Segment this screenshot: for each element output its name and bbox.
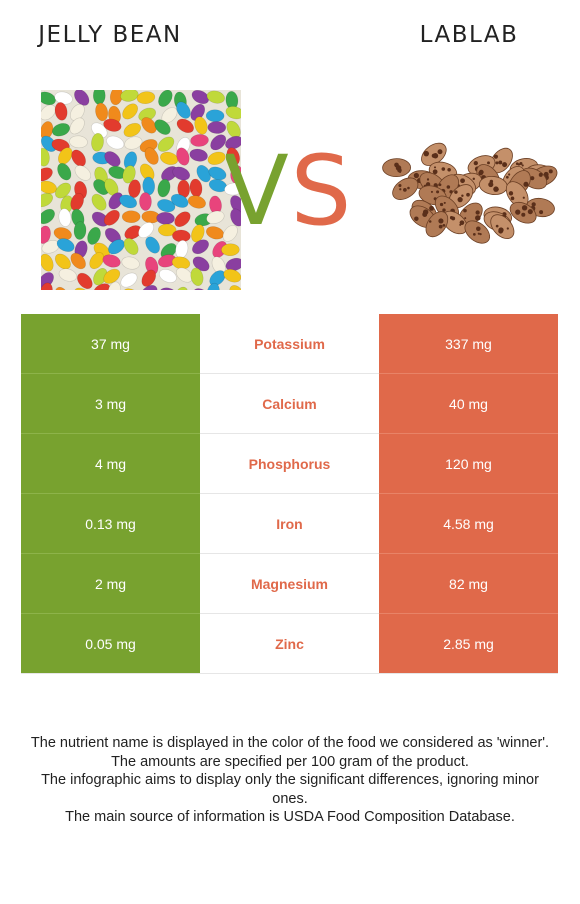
nutrient-name: Zinc xyxy=(200,613,379,674)
nutrient-row: 37 mg Potassium 337 mg xyxy=(21,314,558,374)
jelly-beans-image xyxy=(41,90,241,290)
left-value: 4 mg xyxy=(21,433,200,494)
left-value: 0.13 mg xyxy=(21,493,200,554)
nutrient-row: 3 mg Calcium 40 mg xyxy=(21,373,558,434)
footer-line: The nutrient name is displayed in the co… xyxy=(30,735,550,751)
vs-s: S xyxy=(291,136,352,236)
right-value: 337 mg xyxy=(379,314,558,374)
nutrient-name: Magnesium xyxy=(200,553,379,614)
right-value: 120 mg xyxy=(379,433,558,494)
right-value: 4.58 mg xyxy=(379,493,558,554)
nutrient-row: 0.05 mg Zinc 2.85 mg xyxy=(21,613,558,674)
nutrient-name: Phosphorus xyxy=(200,433,379,494)
right-value: 82 mg xyxy=(379,553,558,614)
footer-line: The infographic aims to display only the… xyxy=(41,772,539,807)
right-food-title: LABLAB xyxy=(419,22,519,48)
nutrient-row: 4 mg Phosphorus 120 mg xyxy=(21,433,558,494)
right-value: 40 mg xyxy=(379,373,558,434)
left-value: 3 mg xyxy=(21,373,200,434)
nutrient-row: 0.13 mg Iron 4.58 mg xyxy=(21,493,558,554)
left-value: 0.05 mg xyxy=(21,613,200,674)
footer-line: The amounts are specified per 100 gram o… xyxy=(111,753,469,770)
footer-notes: The nutrient name is displayed in the co… xyxy=(22,734,558,827)
right-value: 2.85 mg xyxy=(379,613,558,674)
vs-v: V xyxy=(226,136,289,236)
nutrient-table: 37 mg Potassium 337 mg 3 mg Calcium 40 mg 4 mg… xyxy=(21,314,558,674)
footer-line: The main source of information is USDA F… xyxy=(65,809,515,825)
left-food-title: JELLY BEAN xyxy=(38,22,182,48)
left-value: 37 mg xyxy=(21,314,200,374)
vs-label: V S xyxy=(226,136,352,236)
nutrient-name: Calcium xyxy=(200,373,379,434)
lablab-beans-image xyxy=(382,142,558,244)
nutrient-name: Potassium xyxy=(200,314,379,374)
nutrient-name: Iron xyxy=(200,493,379,554)
nutrient-row: 2 mg Magnesium 82 mg xyxy=(21,553,558,614)
left-value: 2 mg xyxy=(21,553,200,614)
